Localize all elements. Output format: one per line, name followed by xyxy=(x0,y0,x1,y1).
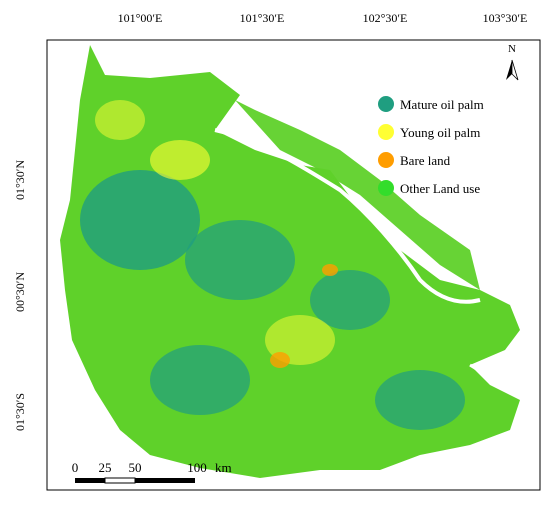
legend-label: Other Land use xyxy=(400,181,480,196)
legend-label: Bare land xyxy=(400,153,451,168)
scale-label: 25 xyxy=(99,460,112,475)
legend: Mature oil palm Young oil palm Bare land Ot… xyxy=(378,96,484,196)
latitude-label: 00°30′N xyxy=(13,272,27,312)
legend-label: Young oil palm xyxy=(400,125,480,140)
scale-label: 50 xyxy=(129,460,142,475)
latitude-label: 01°30′N xyxy=(13,160,27,200)
longitude-label: 103°30′E xyxy=(483,11,528,25)
north-arrow: N xyxy=(506,43,519,81)
legend-swatch xyxy=(378,124,394,140)
legend-swatch xyxy=(378,152,394,168)
scale-unit: km xyxy=(215,460,232,475)
north-label: N xyxy=(508,43,516,55)
legend-label: Mature oil palm xyxy=(400,97,484,112)
scale-bar: 0 25 50 100 km xyxy=(72,460,232,484)
scale-label: 0 xyxy=(72,460,79,475)
latitude-label: 01°30′S xyxy=(13,393,27,431)
scale-label: 100 xyxy=(187,460,207,475)
map-frame xyxy=(46,39,541,491)
legend-swatch xyxy=(378,180,394,196)
longitude-label: 101°00′E xyxy=(118,11,163,25)
longitude-label: 101°30′E xyxy=(240,11,285,25)
legend-swatch xyxy=(378,96,394,112)
longitude-label: 102°30′E xyxy=(363,11,408,25)
